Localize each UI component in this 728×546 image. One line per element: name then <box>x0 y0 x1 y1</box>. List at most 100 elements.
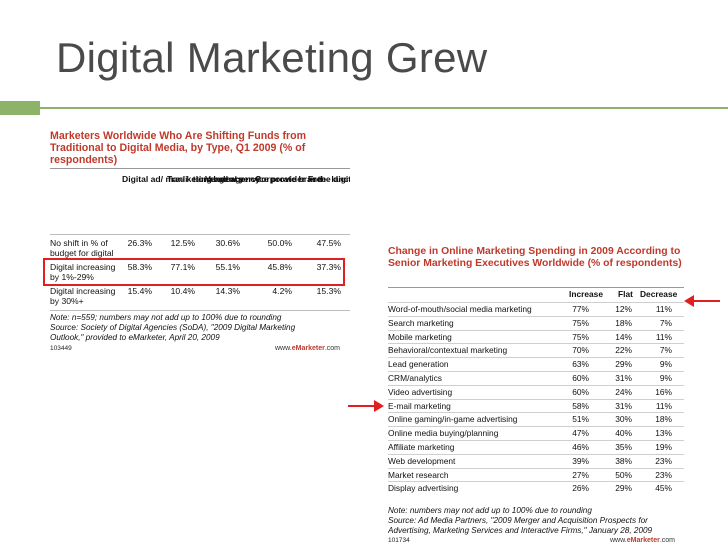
right-cell: 23% <box>655 455 672 466</box>
right-cell: 12% <box>615 304 632 314</box>
right-table-row: Online media buying/planning 47% 40% 13% <box>388 426 684 438</box>
brand-name: eMarketer <box>626 537 660 544</box>
right-cell: 7% <box>659 317 672 328</box>
right-cell: 75% <box>572 331 589 342</box>
right-cell: 13% <box>655 428 672 439</box>
left-col-header: Free- lance/ indepen- dent <box>308 174 350 184</box>
right-cell: 23% <box>655 469 672 480</box>
right-row-label: Market research <box>388 469 449 480</box>
right-table-row: Word-of-mouth/social media marketing 77% 1… <box>388 302 684 314</box>
right-cell: 40% <box>615 428 632 439</box>
right-row-label: Web development <box>388 455 456 466</box>
left-cell: 77.1% <box>170 262 195 272</box>
left-table-title: Marketers Worldwide Who Are Shifting Fun… <box>50 130 307 166</box>
right-source: Advertising, Marketing Services and Inte… <box>388 526 653 535</box>
left-cell: 55.1% <box>215 262 240 272</box>
right-cell: 60% <box>572 386 589 397</box>
right-table-row: Mobile marketing 75% 14% 11% <box>388 329 684 342</box>
right-table-row: Behavioral/contextual marketing 70% 22% 7% <box>388 343 684 355</box>
right-source: Source: Ad Media Partners, "2009 Merger … <box>388 516 648 525</box>
brand-prefix: www. <box>610 537 627 544</box>
right-col-header: Decrease <box>640 289 678 299</box>
right-table-row: Search marketing 75% 18% 7% <box>388 315 684 328</box>
left-table: Marketers Worldwide Who Are Shifting Fun… <box>50 130 350 355</box>
highlight-box <box>43 258 345 286</box>
right-row-label: Lead generation <box>388 359 449 370</box>
right-table-row: Market research 27% 50% 23% <box>388 467 684 480</box>
right-cell: 39% <box>572 455 589 466</box>
right-cell: 16% <box>655 386 672 397</box>
left-cell: 4.2% <box>272 286 292 296</box>
right-brand-logo: www.eMarketer.com <box>610 537 675 544</box>
right-row-label: Behavioral/contextual marketing <box>388 345 508 356</box>
right-table-row: Video advertising 60% 24% 16% <box>388 384 684 397</box>
right-row-label: Online gaming/in-game advertising <box>388 414 518 425</box>
slide-title: Digital Marketing Grew <box>56 34 488 81</box>
left-source: Outlook," provided to eMarketer, April 2… <box>50 333 220 342</box>
right-table-row: CRM/analytics 60% 31% 9% <box>388 371 684 383</box>
left-cell: 15.3% <box>316 286 341 296</box>
left-cell: 50.0% <box>267 238 292 248</box>
left-cell: 45.8% <box>267 262 292 272</box>
left-header-divider <box>50 234 350 235</box>
right-cell: 46% <box>572 442 589 452</box>
right-row-label: Search marketing <box>388 317 454 328</box>
left-cell: 12.5% <box>170 238 195 248</box>
right-table-row: E-mail marketing 58% 31% 11% <box>388 398 684 411</box>
right-cell: 29% <box>615 483 632 494</box>
right-cell: 24% <box>615 386 632 397</box>
right-cell: 18% <box>615 317 632 328</box>
left-table-frame <box>50 168 350 355</box>
right-cell: 7% <box>659 345 672 356</box>
right-cell: 19% <box>655 442 672 452</box>
left-cell: 47.5% <box>316 238 341 248</box>
left-cell: 14.3% <box>215 286 240 296</box>
right-table-id: 101734 <box>388 537 410 544</box>
right-note: Note: numbers may not add up to 100% due… <box>388 506 592 515</box>
right-table-row: Affiliate marketing 46% 35% 19% <box>388 440 684 452</box>
right-row-label: Mobile marketing <box>388 331 452 342</box>
brand-prefix: www. <box>275 345 292 352</box>
left-row-label: Digital increasing by 1%-29% <box>50 262 116 282</box>
right-cell: 11% <box>655 304 672 314</box>
right-col-header: Flat <box>618 289 633 299</box>
left-cell: 37.3% <box>316 262 341 272</box>
right-cell: 11% <box>655 400 672 411</box>
right-cell: 27% <box>572 469 589 480</box>
right-col-header: Increase <box>569 289 603 299</box>
right-table-topline <box>388 287 684 288</box>
right-row-label: CRM/analytics <box>388 373 442 383</box>
right-cell: 75% <box>572 317 589 328</box>
right-cell: 29% <box>615 359 632 370</box>
right-cell: 9% <box>659 373 672 383</box>
left-cell: 30.6% <box>215 238 240 248</box>
arrow-right-icon <box>348 400 384 412</box>
brand-suffix: .com <box>659 537 675 544</box>
title-rule-accent <box>0 101 40 115</box>
right-row-label: Online media buying/planning <box>388 428 499 439</box>
left-col-header: Vendor/ service provider in the digital … <box>205 174 350 184</box>
left-cell: 15.4% <box>127 286 152 296</box>
right-cell: 31% <box>615 400 632 411</box>
brand-name: eMarketer <box>291 345 325 352</box>
right-cell: 11% <box>655 331 672 342</box>
left-cell: 26.3% <box>127 238 152 248</box>
right-cell: 60% <box>572 373 589 383</box>
right-table: Change in Online Marketing Spending in 2… <box>388 246 684 546</box>
left-brand-logo: www.eMarketer.com <box>275 345 340 352</box>
right-table-row: Online gaming/in-game advertising 51% 30% 1… <box>388 412 684 424</box>
right-cell: 50% <box>615 469 632 480</box>
right-row-label: Video advertising <box>388 386 453 397</box>
arrow-left-icon <box>684 295 720 307</box>
brand-suffix: .com <box>324 345 340 352</box>
right-cell: 26% <box>572 483 589 494</box>
right-cell: 18% <box>655 414 672 425</box>
right-row-label: Affiliate marketing <box>388 442 455 452</box>
left-col-header: Digital ad/ mar- keting agency <box>122 174 244 184</box>
left-col-header: Corporate brand <box>255 174 323 184</box>
left-cell: 58.3% <box>127 262 152 272</box>
right-cell: 38% <box>615 455 632 466</box>
right-row-label: Display advertising <box>388 483 459 494</box>
title-rule-line <box>40 107 728 109</box>
left-row-label: No shift in % of budget for digital <box>50 238 114 258</box>
